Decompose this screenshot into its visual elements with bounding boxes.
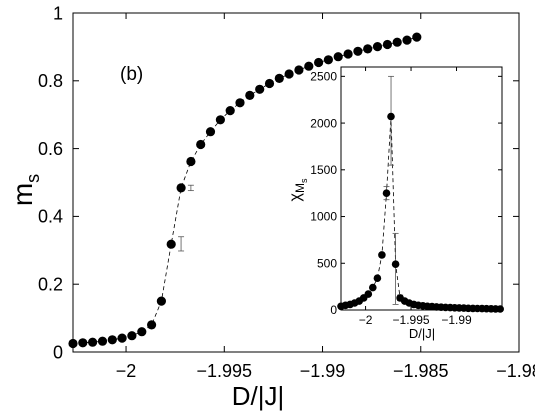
- main-data-point: [402, 35, 412, 45]
- inset-data-point: [369, 283, 377, 292]
- main-data-point: [255, 84, 265, 94]
- main-y-axis-label-sub: s: [23, 174, 43, 183]
- main-data-point: [225, 106, 235, 116]
- main-data-point: [264, 78, 275, 89]
- main-data-point: [372, 42, 383, 52]
- main-data-point: [392, 37, 402, 47]
- main-data-point: [343, 49, 353, 59]
- main-data-point: [304, 61, 314, 71]
- inset-data-point: [387, 112, 395, 121]
- main-data-point: [137, 327, 147, 337]
- inset-x-tick-label: −1.99: [441, 313, 472, 327]
- main-data-point: [88, 337, 98, 347]
- main-y-tick-label: 0.4: [38, 207, 63, 227]
- inset-x-tick-label: −2: [359, 313, 373, 327]
- main-x-tick-label: −1.985: [393, 361, 449, 381]
- inset-plot-frame: [340, 66, 503, 311]
- main-y-tick-label: 0: [53, 342, 63, 362]
- main-data-point: [294, 65, 304, 75]
- main-data-point: [333, 52, 343, 62]
- main-data-point: [127, 331, 137, 341]
- inset-y-axis-label-subsub: s: [299, 178, 309, 183]
- main-plot-frame: [72, 12, 520, 353]
- main-data-point: [323, 55, 333, 65]
- main-data-point: [284, 69, 294, 79]
- main-y-tick-label: 0.8: [38, 71, 63, 91]
- main-data-point: [186, 156, 196, 167]
- main-data-point: [156, 296, 166, 306]
- inset-background: [342, 67, 502, 310]
- main-y-axis-label: ms: [7, 174, 43, 206]
- main-data-point: [382, 39, 392, 50]
- main-data-point: [205, 127, 216, 137]
- main-data-point: [176, 183, 186, 193]
- main-x-tick-label: −2: [116, 361, 137, 381]
- main-axes: −2 −1.995 −1.99 −1.985 −1.98 0 0.2 0.4 0.6 0.8 1: [38, 3, 535, 381]
- inset-y-axis-label: χMs: [287, 178, 309, 201]
- inset-y-tick-label: 1000: [310, 210, 337, 224]
- main-data-point: [353, 46, 363, 56]
- inset-data-point: [496, 305, 505, 313]
- main-y-tick-label: 0.2: [38, 275, 63, 295]
- inset-y-tick-label: 2500: [310, 70, 337, 84]
- main-x-tick-label: −1.98: [496, 361, 535, 381]
- main-data-point: [97, 336, 108, 346]
- main-data-point: [274, 73, 284, 83]
- main-y-axis-label-base: m: [7, 183, 38, 206]
- inset-y-tick-label: 2000: [310, 116, 337, 130]
- inset-x-tick-label: −1.995: [393, 313, 430, 327]
- main-data-point: [166, 239, 176, 249]
- inset-y-tick-label: 0: [330, 303, 337, 317]
- main-x-tick-label: −1.995: [197, 361, 253, 381]
- main-series: [68, 32, 422, 349]
- inset-data-point: [382, 189, 391, 197]
- main-chart: −2 −1.995 −1.99 −1.985 −1.98 0 0.2 0.4 0.6 0.8 1 D…: [7, 3, 535, 411]
- inset-y-tick-label: 1500: [310, 163, 337, 177]
- main-data-point: [412, 32, 422, 42]
- inset-data-point: [391, 260, 400, 269]
- main-data-point: [196, 139, 206, 150]
- main-data-point: [117, 333, 127, 343]
- main-data-point: [245, 90, 255, 100]
- inset-series: [337, 75, 505, 313]
- inset-y-tick-label: 500: [317, 256, 337, 270]
- main-data-point: [107, 335, 117, 345]
- main-x-axis-label: D/|J|: [232, 381, 285, 411]
- inset-data-point: [364, 290, 373, 298]
- inset-axes: −2 −1.995 −1.99 0 500 1000 1500 2000 2500: [310, 67, 502, 327]
- panel-label: (b): [120, 64, 143, 85]
- main-data-point: [147, 320, 157, 330]
- inset-data-point: [373, 274, 382, 283]
- main-y-tick-label: 1: [53, 3, 63, 23]
- main-data-point: [215, 115, 225, 125]
- main-data-point: [363, 44, 373, 54]
- inset-x-axis-label: D/|J|: [409, 326, 435, 341]
- inset-y-axis-label-sub: M: [293, 183, 307, 193]
- main-y-tick-label: 0.6: [38, 139, 63, 159]
- inset-data-point: [378, 251, 386, 259]
- inset-y-axis-label-base: χ: [287, 192, 304, 201]
- main-data-point: [78, 338, 88, 348]
- main-data-point: [314, 57, 324, 68]
- main-x-tick-label: −1.99: [300, 361, 346, 381]
- main-data-point: [235, 98, 245, 108]
